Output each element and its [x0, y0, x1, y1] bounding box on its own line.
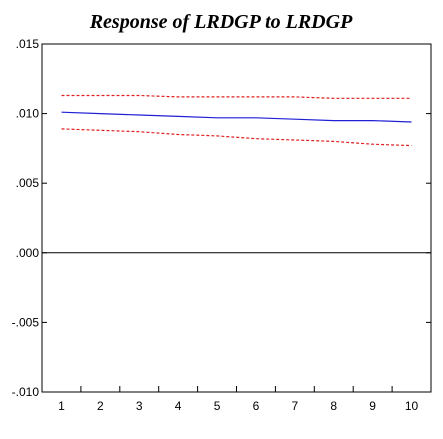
x-tick-label: 2 — [97, 399, 104, 413]
x-tick-label: 9 — [369, 399, 376, 413]
y-tick-label: .015 — [16, 37, 40, 51]
series-group — [61, 94, 412, 147]
series-line-response — [61, 111, 412, 123]
x-tick-label: 10 — [405, 399, 419, 413]
y-tick-label: .000 — [16, 246, 40, 260]
x-tick-label: 6 — [253, 399, 260, 413]
y-tick-label: .010 — [16, 107, 40, 121]
x-axis: 1 2 3 4 5 6 7 8 9 10 — [41, 386, 432, 413]
chart-title: Response of LRDGP to LRDGP — [89, 11, 353, 33]
y-tick-label: .005 — [16, 176, 40, 190]
y-tick-label: -.005 — [12, 315, 40, 329]
y-tick-label: -.010 — [12, 385, 40, 399]
x-tick-label: 4 — [175, 399, 182, 413]
x-tick-label: 1 — [58, 399, 65, 413]
x-tick-label: 3 — [136, 399, 143, 413]
series-line-lower-band — [61, 128, 412, 147]
y-axis: .015 .010 .005 .000 -.005 -.010 — [12, 37, 431, 399]
series-line-upper-band — [61, 94, 412, 99]
x-tick-label: 8 — [330, 399, 337, 413]
plot-frame — [41, 43, 432, 393]
x-tick-label: 7 — [292, 399, 299, 413]
x-tick-label: 5 — [214, 399, 221, 413]
